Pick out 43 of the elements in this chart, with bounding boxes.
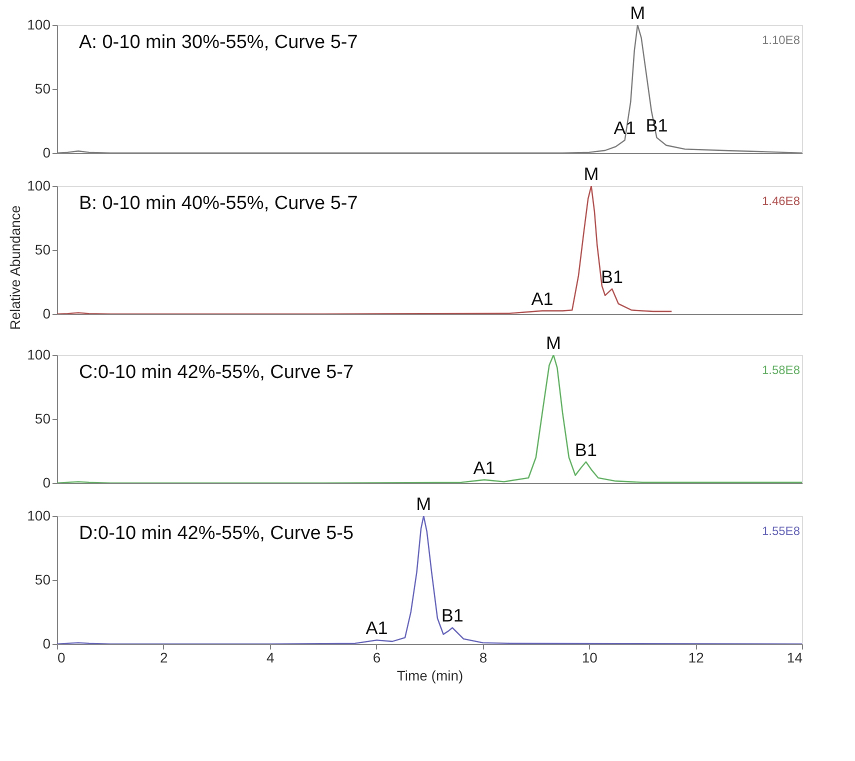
y-axis-title: Relative Abundance <box>7 205 24 330</box>
x-tick-label: 10 <box>582 650 598 666</box>
y-tick-label: 0 <box>42 474 51 490</box>
annotation: M <box>416 494 432 514</box>
annotation: B1 <box>601 266 624 287</box>
annotation: D:0-10 min 42%-55%, Curve 5-5 <box>79 523 354 544</box>
y-tick-label: 50 <box>34 242 51 258</box>
annotation: 1.10E8 <box>762 33 800 47</box>
x-tick-label: 12 <box>688 650 704 666</box>
x-tick-label: 4 <box>266 650 274 666</box>
y-tick-label: 50 <box>34 572 51 588</box>
annotation: 1.55E8 <box>762 524 800 538</box>
annotation: C:0-10 min 42%-55%, Curve 5-7 <box>79 362 354 383</box>
annotation: M <box>584 164 599 184</box>
x-tick-label: 0 <box>58 650 66 666</box>
x-tick-label: 6 <box>372 650 381 666</box>
y-tick-label: 50 <box>34 410 51 426</box>
annotation: A1 <box>366 618 388 638</box>
annotation: 1.46E8 <box>762 194 800 208</box>
x-axis-title: Time (min) <box>396 668 464 684</box>
annotation: M <box>630 3 646 23</box>
line-series <box>57 186 672 314</box>
x-tick-label: 8 <box>479 650 488 666</box>
annotation: 1.58E8 <box>762 363 800 377</box>
annotation: M <box>546 333 561 353</box>
y-tick-label: 100 <box>27 16 51 32</box>
y-tick-label: 100 <box>27 508 51 524</box>
y-tick-label: 100 <box>27 178 51 194</box>
y-tick-label: 50 <box>34 80 51 96</box>
y-tick-label: 0 <box>42 636 51 652</box>
annotation: B: 0-10 min 40%-55%, Curve 5-7 <box>79 193 358 214</box>
x-tick-label: 14 <box>786 650 803 666</box>
annotation: B1 <box>441 606 464 626</box>
annotation: A: 0-10 min 30%-55%, Curve 5-7 <box>79 32 358 53</box>
annotation: B1 <box>574 440 597 460</box>
annotation: A1 <box>531 288 554 309</box>
annotation: A1 <box>473 458 496 478</box>
annotation: B1 <box>646 116 668 136</box>
x-tick-label: 2 <box>160 650 168 666</box>
y-tick-label: 100 <box>27 346 51 362</box>
annotation: A1 <box>614 118 636 138</box>
y-tick-label: 0 <box>42 306 51 322</box>
y-tick-label: 0 <box>42 144 51 160</box>
